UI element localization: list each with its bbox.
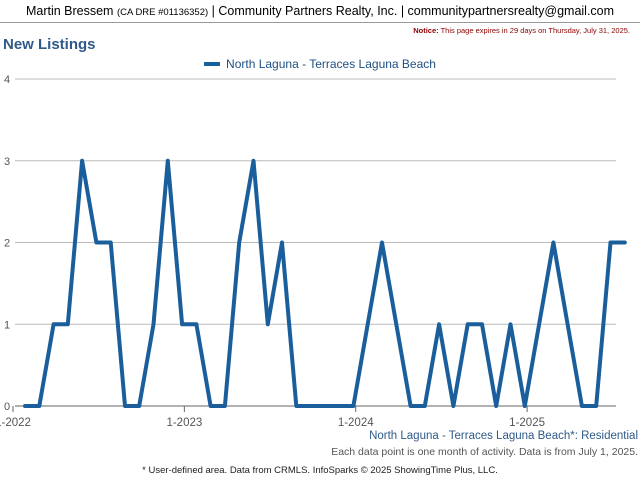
x-tick-label: 1-2023 <box>166 417 202 429</box>
legend-swatch <box>204 61 221 66</box>
x-tick-label: 1-2024 <box>338 417 374 429</box>
chart-title: New Listings <box>3 36 96 53</box>
legend-label: North Laguna - Terraces Laguna Beach <box>226 57 436 71</box>
notice-label: Notice: <box>413 26 439 35</box>
agent-name: Martin Bressem <box>25 4 114 18</box>
y-tick-label: 0 <box>4 401 10 413</box>
y-tick-label: 2 <box>4 238 10 250</box>
y-tick-label: 1 <box>4 319 10 331</box>
data-source-footer: * User-defined area. Data from CRMLS. In… <box>142 465 498 476</box>
chart-legend: North Laguna - Terraces Laguna Beach <box>0 57 640 71</box>
notice-text: This page expires in 29 days on Thursday… <box>440 26 630 35</box>
expiry-notice: Notice: This page expires in 29 days on … <box>413 26 630 35</box>
x-tick-label: 1-2022 <box>0 417 31 429</box>
activity-note: Each data point is one month of activity… <box>331 446 638 458</box>
chart-subtitle: North Laguna - Terraces Laguna Beach*: R… <box>369 430 638 442</box>
y-tick-label: 4 <box>4 74 10 86</box>
series-line-0 <box>23 158 627 408</box>
x-tick-label: 1-2025 <box>509 417 545 429</box>
agent-header: Martin Bressem (CA DRE #01136352) | Comm… <box>0 0 640 23</box>
agent-company-email: | Community Partners Realty, Inc. | comm… <box>211 4 615 18</box>
y-tick-label: 3 <box>4 156 10 168</box>
agent-dre: (CA DRE #01136352) <box>116 7 209 18</box>
